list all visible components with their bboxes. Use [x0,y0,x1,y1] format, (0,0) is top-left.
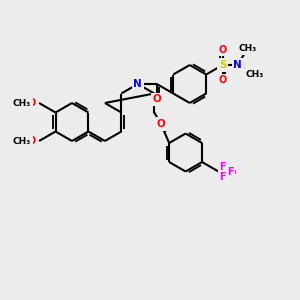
Text: CH₃: CH₃ [13,98,31,107]
Text: N: N [233,60,242,70]
Text: O: O [218,75,227,85]
Text: F: F [219,161,226,172]
Text: O: O [28,136,36,146]
Text: CH₃: CH₃ [245,70,263,79]
Text: O: O [28,98,36,108]
Text: CF₃: CF₃ [220,167,237,176]
Text: N: N [134,79,142,89]
Text: S: S [219,60,226,70]
Text: O: O [152,94,161,104]
Text: O: O [157,119,165,129]
Text: F: F [219,172,226,182]
Text: CH₃: CH₃ [238,44,256,53]
Text: O: O [218,45,227,55]
Text: CH₃: CH₃ [13,136,31,146]
Text: F: F [227,167,234,176]
